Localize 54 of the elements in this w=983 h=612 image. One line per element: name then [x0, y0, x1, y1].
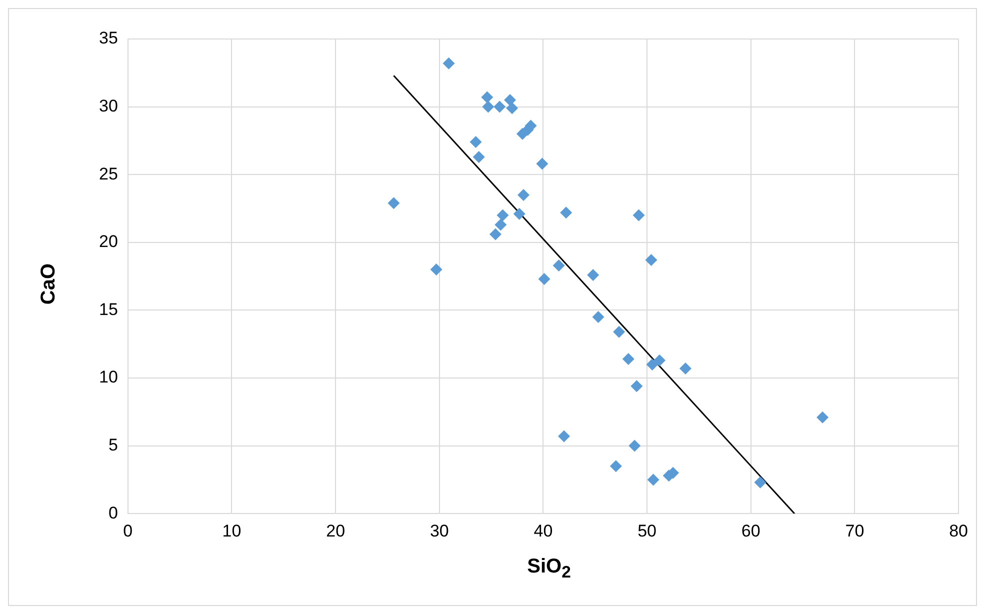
y-tick-label: 20 — [98, 232, 118, 252]
point — [645, 254, 658, 266]
y-tick-label: 0 — [108, 503, 118, 522]
x-tick-label: 10 — [222, 521, 242, 540]
point — [654, 354, 666, 366]
point — [536, 158, 548, 170]
point — [592, 310, 604, 323]
point — [513, 208, 526, 220]
point — [630, 380, 643, 392]
point — [679, 362, 692, 375]
point — [388, 197, 400, 210]
point — [647, 474, 660, 486]
point — [622, 353, 634, 366]
point — [628, 440, 641, 452]
point — [494, 218, 507, 231]
y-axis-title: CaO — [38, 263, 60, 305]
point — [506, 102, 518, 114]
point — [587, 268, 600, 281]
x-axis-title: SiO$_{2}$ — [527, 556, 571, 582]
point — [518, 188, 530, 201]
point — [610, 460, 622, 472]
point — [442, 57, 455, 70]
x-tick-label: 70 — [845, 521, 864, 540]
point — [481, 91, 494, 104]
point — [632, 209, 645, 222]
point — [496, 209, 509, 222]
point — [470, 136, 482, 148]
y-tick-label: 30 — [98, 96, 118, 116]
x-tick-label: 50 — [638, 521, 657, 540]
x-tick-label: 30 — [430, 521, 449, 540]
point — [538, 273, 550, 286]
y-tick-label: 10 — [98, 368, 118, 387]
y-tick-label: 25 — [98, 164, 118, 184]
point — [489, 228, 502, 240]
y-tick-label: 35 — [98, 28, 118, 48]
point — [613, 326, 626, 338]
x-tick-label: 60 — [741, 521, 760, 540]
point — [560, 206, 572, 219]
point — [482, 100, 494, 113]
point — [494, 100, 506, 113]
y-tick-label: 5 — [108, 435, 118, 454]
point — [472, 150, 485, 163]
point — [646, 358, 658, 370]
point — [754, 476, 766, 488]
x-tick-label: 0 — [123, 521, 133, 540]
x-tick-label: 20 — [326, 521, 346, 540]
x-tick-label: 80 — [949, 521, 968, 540]
point — [552, 259, 565, 272]
point — [558, 430, 570, 442]
point — [816, 411, 829, 424]
x-tick-label: 40 — [534, 521, 553, 540]
y-tick-label: 15 — [98, 300, 118, 319]
point — [504, 94, 516, 106]
point — [430, 264, 442, 276]
